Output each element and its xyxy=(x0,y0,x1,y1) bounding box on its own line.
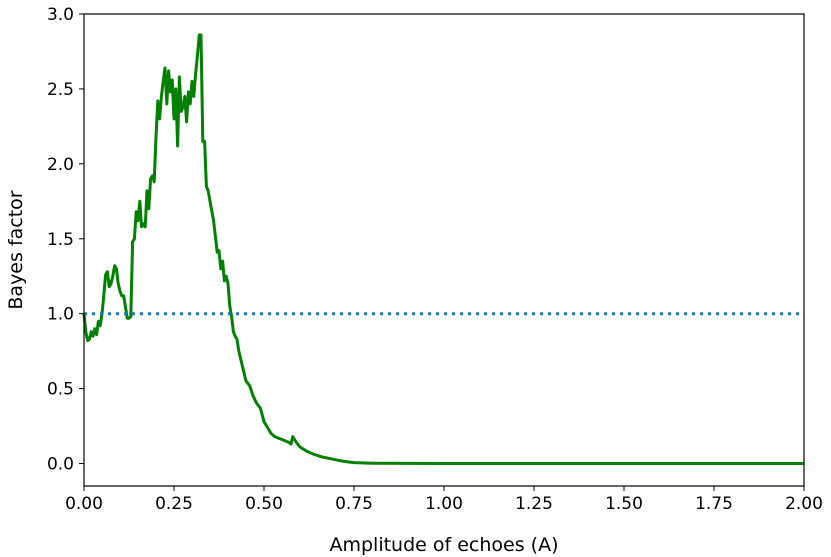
y-axis-label: Bayes factor xyxy=(5,190,27,309)
x-tick-label: 0.50 xyxy=(245,494,283,514)
x-tick-label: 1.50 xyxy=(605,494,643,514)
y-tick-label: 3.0 xyxy=(47,5,74,25)
y-axis-ticks: 0.0 0.5 1.0 1.5 2.0 2.5 3.0 xyxy=(47,5,84,475)
x-tick-label: 0.25 xyxy=(155,494,193,514)
x-axis-ticks: 0.00 0.25 0.50 0.75 1.00 1.25 1.50 1.75 2.00 xyxy=(65,486,823,514)
x-tick-label: 1.00 xyxy=(425,494,463,514)
y-tick-label: 1.0 xyxy=(47,305,74,325)
y-tick-label: 1.5 xyxy=(47,230,74,250)
x-tick-label: 2.00 xyxy=(785,494,823,514)
x-tick-label: 1.25 xyxy=(515,494,553,514)
plot-frame xyxy=(83,13,805,487)
y-tick-label: 2.5 xyxy=(47,80,74,100)
x-tick-label: 0.00 xyxy=(65,494,103,514)
bayes-factor-line xyxy=(82,33,804,465)
y-tick-label: 0.0 xyxy=(47,455,74,475)
series-layer xyxy=(82,33,804,465)
x-tick-label: 0.75 xyxy=(335,494,373,514)
y-tick-label: 0.5 xyxy=(47,380,74,400)
x-tick-label: 1.75 xyxy=(695,494,733,514)
y-tick-label: 2.0 xyxy=(47,155,74,175)
x-axis-label: Amplitude of echoes (A) xyxy=(329,534,558,556)
